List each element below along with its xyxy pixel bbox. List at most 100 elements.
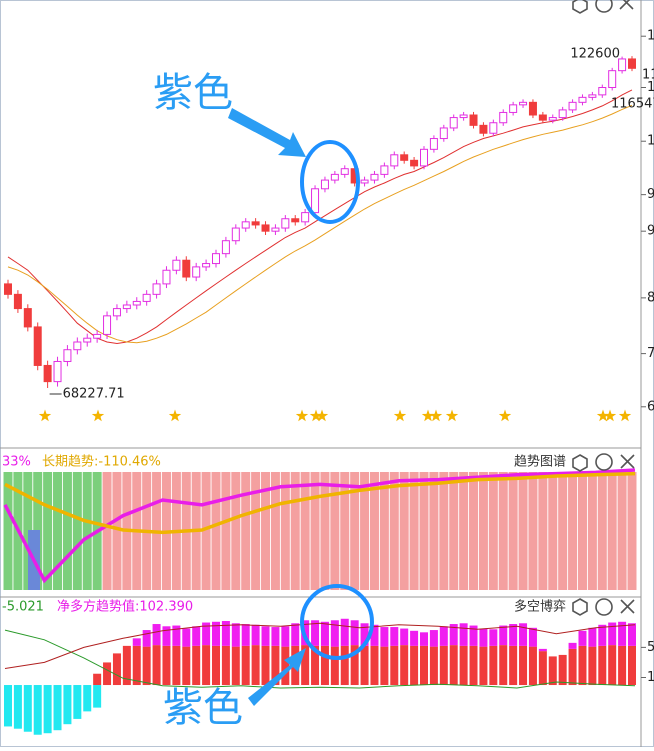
trend-column (588, 472, 597, 590)
legend-entry: 33% (2, 455, 31, 470)
bar (281, 626, 289, 646)
trend-column (301, 472, 310, 590)
bar (460, 623, 468, 646)
bar (410, 646, 418, 685)
trend-column (499, 472, 508, 590)
candle-body (579, 97, 586, 102)
bar (608, 645, 616, 685)
bar (252, 625, 260, 645)
bar (331, 647, 339, 685)
bar (529, 647, 537, 685)
bar (44, 685, 52, 733)
bar (618, 646, 626, 685)
trend-column (509, 472, 518, 590)
bar (222, 646, 230, 685)
trend-column (291, 472, 300, 590)
bar (143, 647, 151, 685)
candle-body (163, 270, 170, 284)
y-tick-label: 6 (647, 399, 654, 414)
bar (212, 646, 220, 685)
trend-column (340, 472, 349, 590)
candle-body (64, 350, 71, 362)
trend-column (449, 472, 458, 590)
bar (479, 629, 487, 647)
candle-body (421, 149, 428, 166)
trend-column (83, 472, 92, 590)
bar (499, 645, 507, 685)
bar (153, 645, 161, 685)
trend-column (538, 472, 547, 590)
bar (361, 646, 369, 685)
bar (262, 646, 270, 685)
candle-body (252, 222, 259, 225)
bar (628, 623, 636, 646)
bar (509, 646, 517, 685)
candle-body (599, 88, 606, 95)
candle-body (222, 241, 229, 254)
candle-body (371, 174, 378, 180)
y-tick-label: 1 (647, 134, 654, 149)
trend-column (558, 472, 567, 590)
candle-body (549, 118, 556, 121)
candle-body (5, 284, 12, 294)
candle-body (213, 254, 220, 264)
candle-body (34, 327, 41, 366)
bar (63, 685, 71, 724)
bar (291, 623, 299, 646)
candle-body (113, 309, 120, 316)
y-tick-label: 7 (647, 346, 654, 361)
bar (559, 655, 567, 685)
candle-body (242, 222, 249, 228)
candle-body (232, 228, 239, 241)
candle-body (14, 294, 21, 308)
candle-body (94, 334, 101, 338)
bar (460, 646, 468, 685)
bar (410, 631, 418, 646)
bar (271, 627, 279, 646)
candle-body (193, 267, 200, 277)
bar (529, 628, 537, 647)
candle-body (321, 180, 328, 189)
legend-entry: -5.021 (2, 600, 44, 615)
bar (588, 628, 596, 647)
annotation: 紫色 (153, 70, 233, 116)
candle-body (510, 105, 517, 113)
trend-column (628, 472, 637, 590)
bar (113, 653, 121, 685)
trend-column (528, 472, 537, 590)
candle-body (292, 219, 299, 222)
trend-column (519, 472, 528, 590)
candle-body (529, 102, 536, 115)
candle-body (272, 228, 279, 231)
bar (252, 645, 260, 685)
bar (400, 629, 408, 646)
right-label: 116547 (611, 97, 654, 112)
candle-body (609, 71, 616, 88)
bar (4, 685, 12, 726)
bar (341, 619, 349, 646)
candle-body (331, 174, 338, 180)
candle-body (302, 213, 309, 222)
candle-body (440, 128, 447, 139)
candle-body (470, 115, 477, 125)
trend-column (489, 472, 498, 590)
bar (103, 662, 111, 685)
bar (578, 646, 586, 685)
bar (93, 674, 101, 685)
bar (192, 626, 200, 646)
trend-column (212, 472, 221, 590)
legend-entry: 长期趋势:-110.46% (42, 454, 161, 470)
trend-column (281, 472, 290, 590)
bar (489, 629, 497, 646)
candle-body (44, 365, 51, 381)
bar (341, 646, 349, 685)
bar (262, 626, 270, 646)
trend-column (410, 472, 419, 590)
trend-column (608, 472, 617, 590)
bar (222, 621, 230, 646)
bar (172, 646, 180, 685)
bar (232, 623, 240, 646)
bar (598, 646, 606, 685)
bar (628, 646, 636, 685)
y-tick-label: 1 (647, 670, 654, 685)
